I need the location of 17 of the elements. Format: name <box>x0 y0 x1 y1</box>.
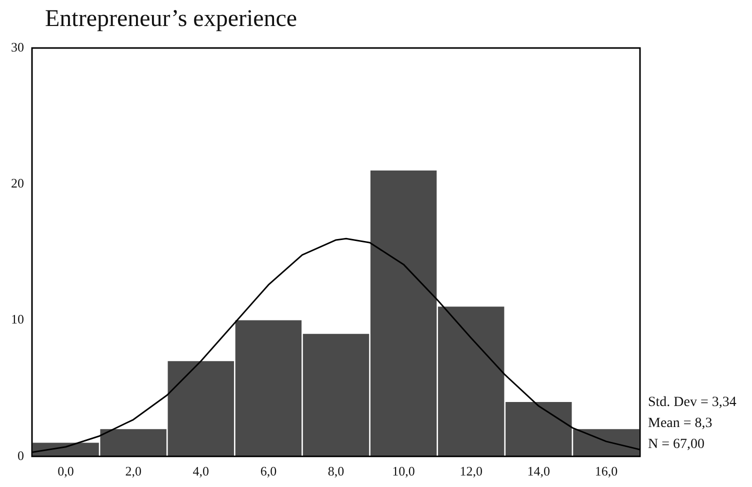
x-tick-label: 0,0 <box>58 464 74 479</box>
y-tick-label: 20 <box>11 176 24 191</box>
x-tick-label: 12,0 <box>460 464 482 479</box>
chart-title: Entrepreneur’s experience <box>45 6 298 33</box>
y-tick-label: 30 <box>11 39 24 54</box>
text: Mean = 8,3 <box>648 416 712 432</box>
x-tick-label: 2,0 <box>125 464 142 479</box>
text: N = 67,00 <box>648 437 705 452</box>
x-tick-label: 6,0 <box>260 464 277 479</box>
x-tick-label: 14,0 <box>527 464 550 479</box>
y-tick-label: 10 <box>11 312 24 327</box>
text: Std. Dev = 3,34 <box>648 395 736 410</box>
x-tick-label: 10,0 <box>392 464 415 479</box>
y-tick-label: 0 <box>18 448 24 463</box>
x-tick-label: 8,0 <box>328 464 344 479</box>
x-tick-label: 16,0 <box>594 464 618 479</box>
x-tick-label: 4,0 <box>192 464 210 479</box>
